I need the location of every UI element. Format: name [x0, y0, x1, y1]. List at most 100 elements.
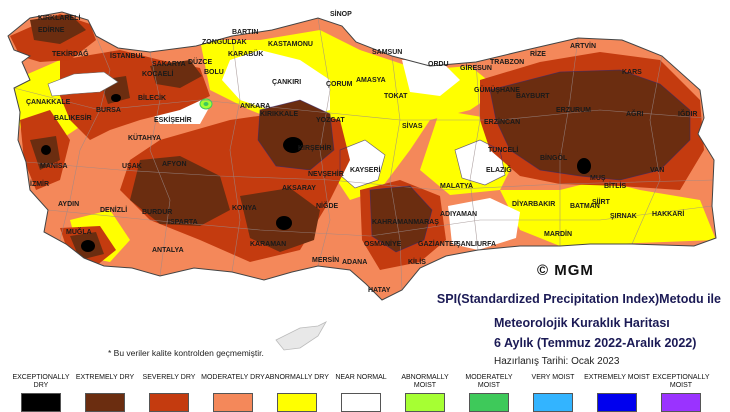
mgm-logo-text: © MGM [537, 262, 594, 279]
city-label: BİNGÖL [540, 153, 568, 162]
city-label: KIRIKKALE [260, 111, 298, 118]
city-label: MUĞLA [66, 227, 92, 236]
city-label: KIRKLARELİ [38, 14, 80, 22]
city-label: DİYARBAKIR [512, 200, 555, 208]
city-label: ÇORUM [326, 81, 353, 88]
city-label: SİVAS [402, 122, 423, 130]
city-label: DENİZLİ [100, 206, 127, 214]
legend-item: EXTREMELY DRY [70, 374, 140, 412]
legend-item: NEAR NORMAL [326, 374, 396, 412]
city-label: TRABZON [490, 59, 524, 66]
city-label: ANTALYA [152, 247, 184, 254]
city-label: HAKKARİ [652, 210, 684, 218]
city-label: AYDIN [58, 201, 79, 208]
city-label: ADIYAMAN [440, 211, 477, 218]
city-label: KOCAELİ [142, 70, 174, 78]
quality-footnote: * Bu veriler kalite kontrolden geçmemişt… [108, 348, 264, 358]
city-label: ZONGULDAK [202, 39, 247, 46]
city-label: AĞRI [626, 109, 644, 118]
city-label: ISPARTA [168, 219, 198, 226]
city-label: ANKARA [240, 103, 270, 110]
legend-item: VERY MOIST [518, 374, 588, 412]
city-label: SAMSUN [372, 49, 402, 56]
legend-swatch [213, 393, 253, 412]
city-label: İSTANBUL [110, 52, 146, 60]
legend-label: EXCEPTIONALLY MOIST [652, 374, 710, 389]
city-label: ÇANAKKALE [26, 99, 71, 106]
city-label: BARTIN [232, 29, 258, 36]
city-label: AFYON [162, 161, 187, 168]
city-label: EDİRNE [38, 26, 65, 34]
city-label: ORDU [428, 61, 449, 68]
city-label: MUŞ [590, 175, 606, 182]
city-label: NEVŞEHİR [308, 170, 344, 178]
city-label: RİZE [530, 50, 546, 58]
city-label: AMASYA [356, 77, 386, 84]
city-label: MALATYA [440, 183, 473, 190]
legend-swatch [597, 393, 637, 412]
city-label: ÇANKIRI [272, 79, 301, 86]
legend-swatch [533, 393, 573, 412]
legend-swatch [149, 393, 189, 412]
city-label: KONYA [232, 205, 257, 212]
city-label: MANİSA [40, 162, 68, 170]
legend-swatch [85, 393, 125, 412]
city-label: İZMİR [30, 180, 49, 188]
prepared-date: Hazırlanış Tarihi: Ocak 2023 [494, 356, 620, 367]
legend-label: ABNORMALLY MOIST [401, 374, 449, 389]
city-label: TEKİRDAĞ [52, 49, 89, 58]
legend-item: EXTREMELY MOIST [582, 374, 652, 412]
legend-item: EXCEPTIONALLY DRY [6, 374, 76, 412]
legend-label: NEAR NORMAL [335, 374, 387, 381]
city-label: MARDİN [544, 230, 572, 238]
city-label: GAZİANTEP [418, 240, 459, 248]
legend-item: ABNORMALLY MOIST [390, 374, 460, 412]
city-label: ELAZIĞ [486, 165, 512, 174]
legend-label: EXTREMELY MOIST [584, 374, 650, 381]
city-label: AKSARAY [282, 185, 316, 192]
city-label: SİİRT [592, 198, 611, 206]
city-label: ŞIRNAK [610, 213, 637, 220]
spi-regions [8, 12, 716, 300]
legend-item: MODERATELY MOIST [454, 374, 524, 412]
legend-swatch [405, 393, 445, 412]
legend-label: MODERATELY DRY [201, 374, 265, 381]
legend-label: SEVERELY DRY [142, 374, 196, 381]
marmara-sea [47, 71, 119, 97]
city-label: HATAY [368, 287, 391, 294]
city-label: OSMANİYE [364, 240, 402, 248]
legend-swatch [21, 393, 61, 412]
city-label: ESKİŞEHİR [154, 116, 192, 124]
city-label: ERZİNCAN [484, 118, 520, 126]
city-label: ERZURUM [556, 107, 591, 114]
legend-item: ABNORMALLY DRY [262, 374, 332, 412]
city-label: GİRESUN [460, 64, 492, 72]
city-label: KIRŞEHİR [298, 144, 331, 152]
city-label: SİNOP [330, 10, 352, 18]
map-title-line2: Meteorolojik Kuraklık Haritası [494, 316, 670, 330]
city-label: BİLECİK [138, 94, 166, 102]
city-label: YOZGAT [316, 117, 345, 124]
city-label: ŞANLIURFA [456, 241, 496, 248]
legend-swatch [469, 393, 509, 412]
city-label: KASTAMONU [268, 41, 313, 48]
city-label: IĞDIR [678, 109, 697, 118]
city-label: KARAMAN [250, 241, 286, 248]
city-label: KARS [622, 69, 642, 76]
city-label: ARTVİN [570, 42, 596, 50]
city-label: KÜTAHYA [128, 133, 161, 142]
city-label: KAYSERİ [350, 166, 381, 174]
city-label: KİLİS [408, 258, 426, 266]
legend-label: ABNORMALLY DRY [265, 374, 329, 381]
city-label: BATMAN [570, 203, 600, 210]
city-label: BİTLİS [604, 182, 626, 190]
legend-swatch [661, 393, 701, 412]
city-label: BOLU [204, 69, 224, 76]
city-label: MERSİN [312, 256, 339, 264]
city-label: VAN [650, 167, 664, 174]
legend-label: VERY MOIST [531, 374, 575, 381]
legend-item: EXCEPTIONALLY MOIST [646, 374, 716, 412]
city-label: TUNCELİ [488, 146, 518, 154]
city-label: BURSA [96, 107, 121, 114]
